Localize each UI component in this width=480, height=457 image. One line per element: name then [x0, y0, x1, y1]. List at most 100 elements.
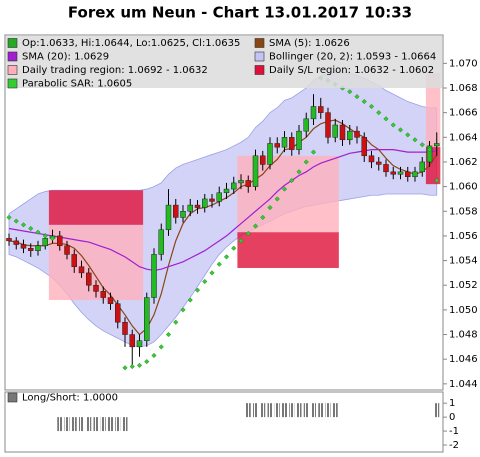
candle-body	[405, 171, 411, 178]
bar	[311, 403, 316, 418]
candle-body	[173, 204, 179, 218]
candle-body	[332, 124, 338, 138]
candle-body	[57, 235, 63, 247]
sar-dot	[412, 137, 418, 143]
sar-dot	[405, 132, 411, 138]
candle-body	[289, 137, 295, 150]
bar	[71, 417, 77, 432]
candle-body	[310, 106, 317, 120]
sar-dot	[6, 214, 12, 220]
y-tick-label: 1.064	[449, 132, 478, 143]
sar-dot	[122, 365, 128, 371]
y-tick-label: 1.046	[449, 354, 478, 365]
candle-body	[260, 155, 266, 165]
candle-body	[158, 229, 164, 255]
candle-body	[354, 130, 360, 138]
legend-swatch	[7, 51, 18, 62]
candle-body	[93, 284, 99, 292]
sar-dot	[274, 196, 280, 202]
candle-body	[296, 130, 302, 150]
sar-dot	[296, 169, 302, 175]
sar-dot	[245, 230, 251, 237]
legend-label: Daily trading region: 1.0692 - 1.0632	[22, 65, 208, 76]
candle-body	[42, 238, 48, 247]
sar-dot	[354, 94, 360, 100]
legend-background	[6, 36, 442, 88]
candle-body	[107, 297, 114, 304]
bar	[434, 403, 440, 418]
sar-dot	[158, 344, 164, 350]
sar-dot	[390, 122, 396, 128]
y-tick-label: 1.052	[449, 280, 478, 291]
candle-body	[274, 143, 280, 148]
y-tick-label: -2	[449, 440, 459, 451]
y-tick-label: 1.068	[449, 83, 478, 94]
sar-dot	[361, 99, 367, 105]
legend-label: Long/Short: 1.0000	[22, 393, 118, 404]
candle-body	[6, 238, 12, 242]
sar-dot	[252, 223, 259, 229]
candle-body	[281, 137, 288, 148]
sar-dot	[310, 149, 317, 155]
candle-body	[231, 182, 237, 190]
bar	[57, 417, 63, 432]
sar-dot	[223, 254, 230, 260]
bar	[260, 403, 266, 418]
candle-body	[35, 245, 41, 251]
candle-body	[115, 303, 121, 323]
y-tick-label: 1.044	[449, 379, 478, 390]
sar-dot	[397, 127, 404, 133]
candle-body	[426, 145, 433, 163]
legend-swatch	[254, 51, 265, 62]
y-tick-label: 1.058	[449, 206, 478, 217]
region	[425, 73, 441, 148]
chart-title: Forex um Neun - Chart 13.01.2017 10:33	[68, 4, 412, 22]
candle-body	[129, 334, 135, 348]
candle-body	[13, 240, 19, 245]
candle-body	[78, 266, 85, 274]
sar-dot	[180, 307, 186, 313]
bar	[296, 403, 302, 418]
region	[48, 190, 144, 225]
y-tick-label: 1	[449, 398, 455, 409]
sar-dot	[383, 116, 389, 122]
sar-dot	[303, 159, 309, 165]
candle-body	[165, 204, 172, 231]
y-tick-label: -1	[449, 426, 459, 437]
bar	[115, 417, 121, 432]
legend-label: SMA (5): 1.0626	[269, 38, 350, 49]
lower-plot-area	[4, 391, 444, 453]
sar-dot	[238, 238, 244, 244]
sar-dot	[231, 245, 237, 251]
candle-body	[223, 188, 230, 194]
candle-body	[267, 143, 273, 165]
bar	[253, 403, 258, 418]
candle-body	[390, 171, 396, 175]
sar-dot	[376, 110, 382, 116]
candle-body	[194, 204, 201, 208]
y-tick-label: 1.062	[449, 157, 478, 168]
sar-dot	[260, 214, 266, 220]
candle-body	[376, 161, 382, 165]
candle-body	[238, 180, 244, 184]
bar	[267, 403, 273, 418]
bar	[325, 403, 331, 418]
sar-dot	[13, 218, 19, 224]
candle-body	[397, 171, 404, 175]
bar	[64, 417, 70, 432]
candle-body	[339, 124, 346, 141]
y-tick-label: 1.054	[449, 256, 478, 267]
sar-dot	[173, 319, 179, 325]
y-tick-label: 1.070	[449, 58, 478, 69]
candle-body	[209, 198, 215, 202]
legend-swatch	[7, 65, 18, 75]
sar-dot	[136, 362, 143, 368]
bar	[245, 403, 251, 418]
candle-body	[216, 192, 222, 202]
legend-swatch	[7, 38, 18, 48]
bar	[79, 417, 84, 432]
sar-dot	[202, 278, 208, 285]
main-layer: 1.044 1.046 1.048 1.050 1.052 1.054 1.056 1.058…	[6, 58, 478, 390]
